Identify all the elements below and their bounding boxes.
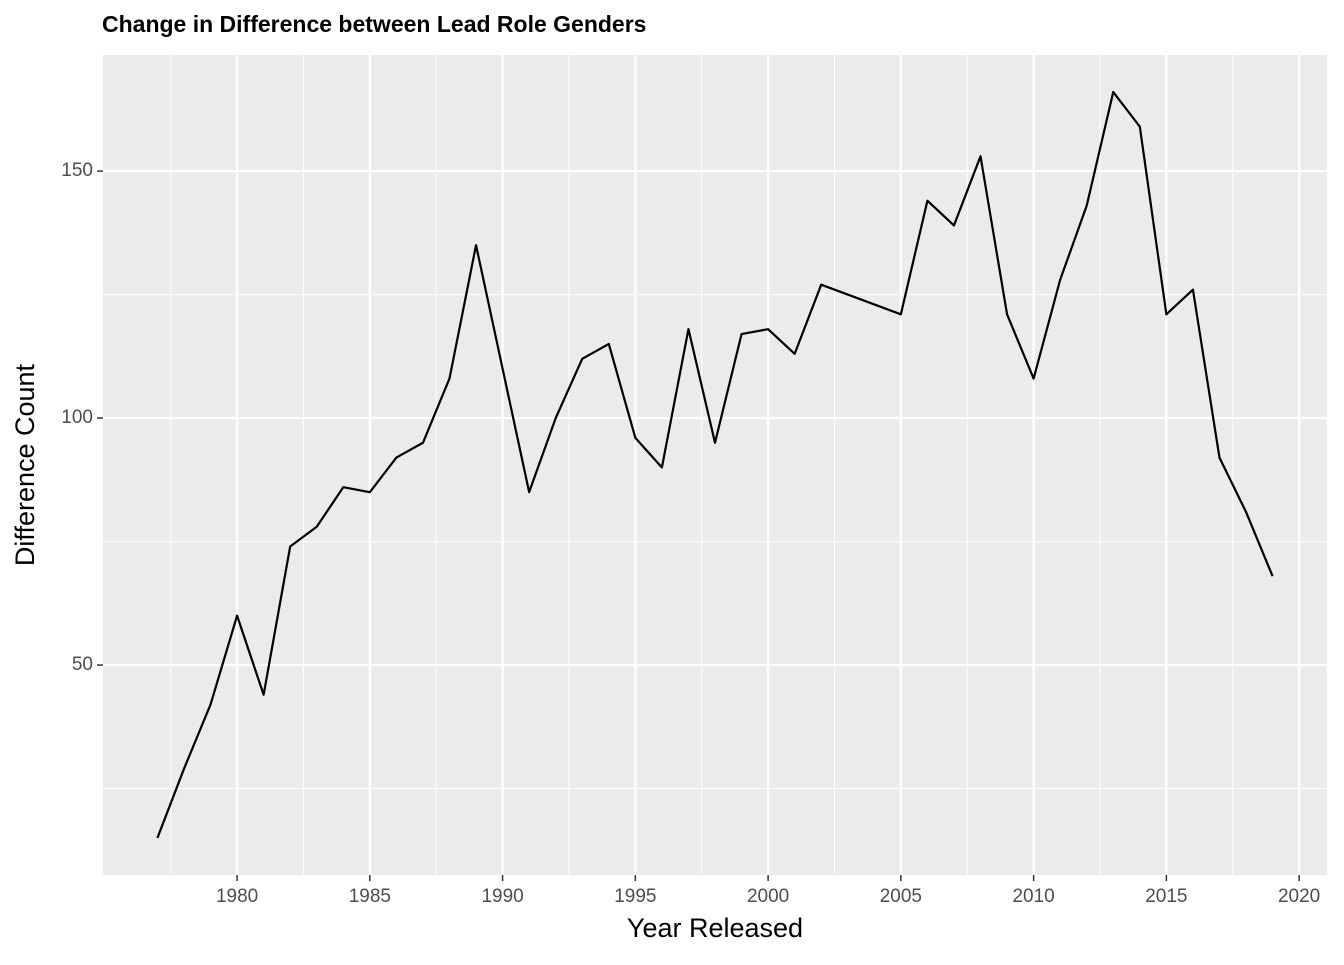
x-tick-label: 1980 [216,886,258,907]
chart-title: Change in Difference between Lead Role G… [102,11,646,37]
x-tick-label: 2000 [747,886,789,907]
x-tick-label: 2015 [1145,886,1187,907]
y-tick-label: 100 [61,407,93,428]
y-tick-label: 150 [61,160,93,181]
x-tick-label: 2005 [880,886,922,907]
y-tick-label: 50 [72,654,93,675]
panel [103,55,1327,875]
data-line [156,90,1274,839]
x-tick-label: 2010 [1012,886,1054,907]
x-tick-label: 1985 [349,886,391,907]
x-tick-label: 1990 [481,886,523,907]
x-tick-label: 1995 [614,886,656,907]
x-axis-title: Year Released [627,913,803,943]
x-tick-label: 2020 [1278,886,1320,907]
y-axis-title: Difference Count [10,363,40,566]
